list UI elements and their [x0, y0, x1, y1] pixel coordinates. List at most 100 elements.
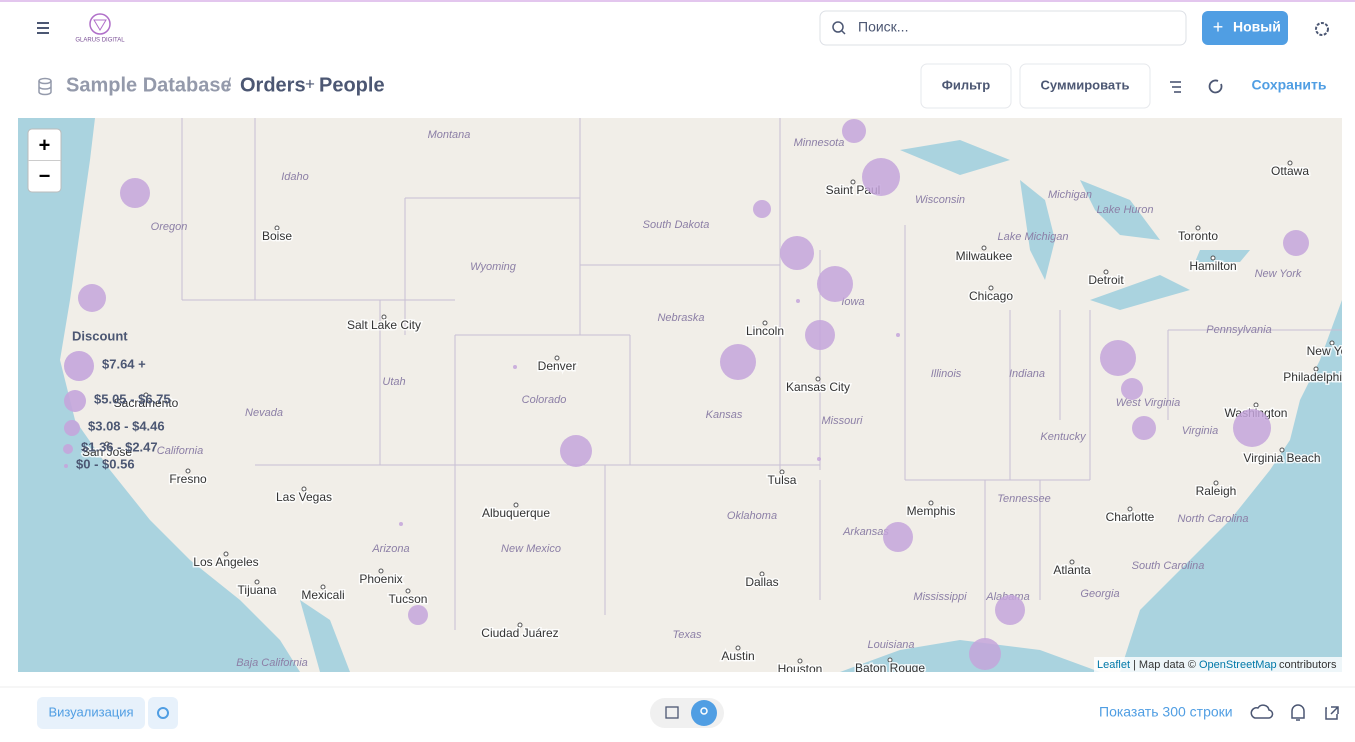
legend-swatch — [64, 464, 68, 468]
city-label: Los Angeles — [193, 555, 258, 569]
visualization-settings[interactable] — [148, 697, 178, 729]
map-bubble — [720, 344, 756, 380]
city-dot — [320, 584, 326, 590]
region-label: Michigan — [1048, 189, 1092, 201]
new-plus: + — [1213, 17, 1224, 37]
city-label: Dallas — [745, 575, 778, 589]
legend-label: $1.36 - $2.47 — [81, 439, 158, 454]
city-label: Milwaukee — [956, 249, 1013, 263]
logo-text: GLARUS DIGITAL — [75, 38, 125, 44]
region-label: Kansas — [706, 409, 743, 421]
region-label: Iowa — [841, 296, 864, 308]
map-bubble — [1132, 416, 1156, 440]
map-bubble — [513, 365, 517, 369]
show-rows[interactable]: Показать 300 строки — [1099, 704, 1233, 720]
city-dot — [274, 225, 280, 231]
alert-icon[interactable] — [1291, 704, 1305, 721]
database-name[interactable]: Sample Database — [66, 74, 232, 96]
attribution-box — [1094, 657, 1342, 672]
map-bubble — [842, 119, 866, 143]
city-label: Denver — [538, 359, 577, 373]
city-dot — [1127, 506, 1133, 512]
city-dot — [988, 285, 994, 291]
map-bubble — [796, 299, 800, 303]
region-label: Oklahoma — [727, 510, 777, 522]
filter-button[interactable] — [920, 63, 1012, 109]
settings-icon[interactable] — [1315, 22, 1329, 36]
map-bubble — [78, 284, 106, 312]
city-dot — [1213, 480, 1219, 486]
pin-icon — [700, 707, 708, 715]
region-label: South Carolina — [1132, 560, 1205, 572]
region-label: Nevada — [245, 407, 283, 419]
gulf-of-california — [300, 600, 350, 672]
table-name[interactable]: Orders — [240, 74, 306, 96]
region-label: Montana — [428, 129, 471, 141]
city-dot — [1103, 269, 1109, 275]
download-icon[interactable] — [1250, 704, 1274, 719]
city-dot — [762, 320, 768, 326]
city-label: Mexicali — [301, 588, 344, 602]
share-icon[interactable] — [1325, 706, 1339, 720]
menu-button[interactable] — [37, 22, 49, 34]
city-label: Tulsa — [768, 473, 797, 487]
city-label: Kansas City — [786, 380, 850, 394]
city-dot — [554, 355, 560, 361]
city-label: Raleigh — [1196, 484, 1237, 498]
search-placeholder: Поиск... — [858, 19, 908, 35]
city-dot — [1279, 447, 1285, 453]
city-label: Lincoln — [746, 324, 784, 338]
notebook-icon[interactable] — [1170, 81, 1181, 93]
city-dot — [185, 468, 191, 474]
joined-table[interactable]: People — [319, 74, 385, 96]
region-label: Missouri — [822, 415, 864, 427]
city-dot — [301, 486, 307, 492]
search-box[interactable] — [819, 10, 1187, 46]
region-label: Nebraska — [657, 312, 704, 324]
search-icon-handle — [841, 30, 846, 35]
visualization-button[interactable] — [37, 697, 145, 729]
city-dot — [928, 500, 934, 506]
table-view-icon[interactable] — [665, 706, 679, 719]
city-label: Virginia Beach — [1243, 451, 1320, 465]
city-dot — [735, 645, 741, 651]
city-dot — [815, 376, 821, 382]
summarize-button[interactable] — [1019, 63, 1151, 109]
save-button[interactable]: Сохранить — [1252, 77, 1327, 93]
city-label: Tucson — [389, 592, 428, 606]
city-dot — [1313, 366, 1319, 372]
attribution-osm[interactable]: OpenStreetMap — [1199, 659, 1277, 671]
city-label: Sacramento — [114, 396, 179, 410]
attribution-leaflet[interactable]: Leaflet — [1097, 659, 1130, 671]
region-label: Wyoming — [470, 261, 517, 273]
map-bubble — [560, 435, 592, 467]
city-label: Boise — [262, 229, 292, 243]
region-label: New Mexico — [501, 543, 561, 555]
search-icon — [832, 21, 844, 33]
city-dot — [1195, 225, 1201, 231]
refresh-icon[interactable] — [1208, 79, 1223, 94]
legend-swatch — [64, 390, 86, 412]
map-bubble — [1121, 378, 1143, 400]
legend-swatch — [64, 351, 94, 381]
region-label: North Carolina — [1178, 513, 1249, 525]
logo[interactable]: GLARUS DIGITAL — [75, 13, 125, 44]
city-dot — [797, 658, 803, 664]
zoom-control: + − — [27, 128, 62, 193]
zoom-in[interactable]: + — [39, 134, 51, 156]
map-bubble — [399, 522, 403, 526]
city-label: Ottawa — [1271, 164, 1309, 178]
city-label: Houston — [778, 662, 823, 676]
city-label: Charlotte — [1106, 510, 1155, 524]
new-button[interactable] — [1202, 11, 1288, 45]
map[interactable]: Montana Idaho Oregon Wyoming South Dakota Min… — [18, 118, 1355, 676]
zoom-out[interactable]: − — [39, 165, 51, 187]
region-label: Lake Michigan — [998, 231, 1069, 243]
city-dot — [254, 579, 260, 585]
city-dot — [513, 502, 519, 508]
map-view-active[interactable] — [691, 700, 717, 726]
city-dot — [779, 469, 785, 475]
city-dot — [1069, 559, 1075, 565]
city-dot — [223, 551, 229, 557]
region-label: Lake Huron — [1097, 204, 1154, 216]
